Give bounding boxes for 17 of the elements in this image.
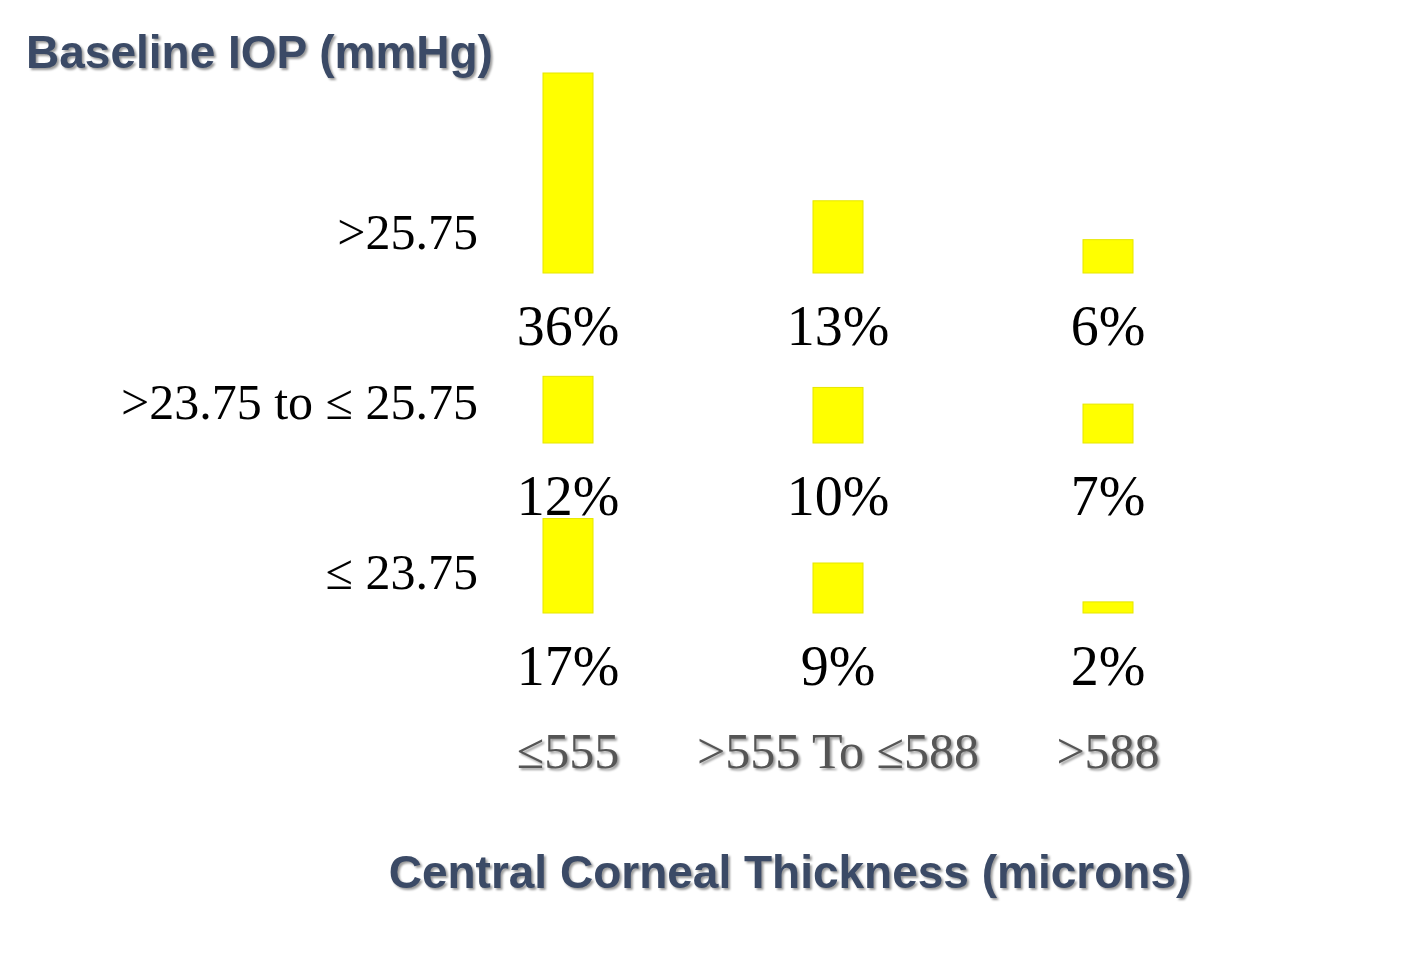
data-label: 7% <box>1070 465 1146 527</box>
x-axis-title: Central Corneal Thickness (microns) <box>388 846 1192 898</box>
x-tick-label: ≤555 <box>516 723 620 779</box>
data-label: 17% <box>516 635 620 697</box>
data-label: 13% <box>786 295 890 357</box>
x-tick-label: >588 <box>1056 723 1160 779</box>
data-label: 2% <box>1070 635 1146 697</box>
data-label: 12% <box>516 465 620 527</box>
data-label: 6% <box>1070 295 1146 357</box>
data-label: 36% <box>516 295 620 357</box>
x-tick-label: >555 To ≤588 <box>697 723 979 779</box>
series-label: ≤ 23.75 <box>325 544 478 600</box>
series-label: >25.75 <box>337 204 478 260</box>
series-label: >23.75 to ≤ 25.75 <box>120 374 478 430</box>
annotation: Baseline IOP (mmHg) <box>26 26 493 78</box>
data-label: 9% <box>800 635 876 697</box>
data-label: 10% <box>786 465 890 527</box>
